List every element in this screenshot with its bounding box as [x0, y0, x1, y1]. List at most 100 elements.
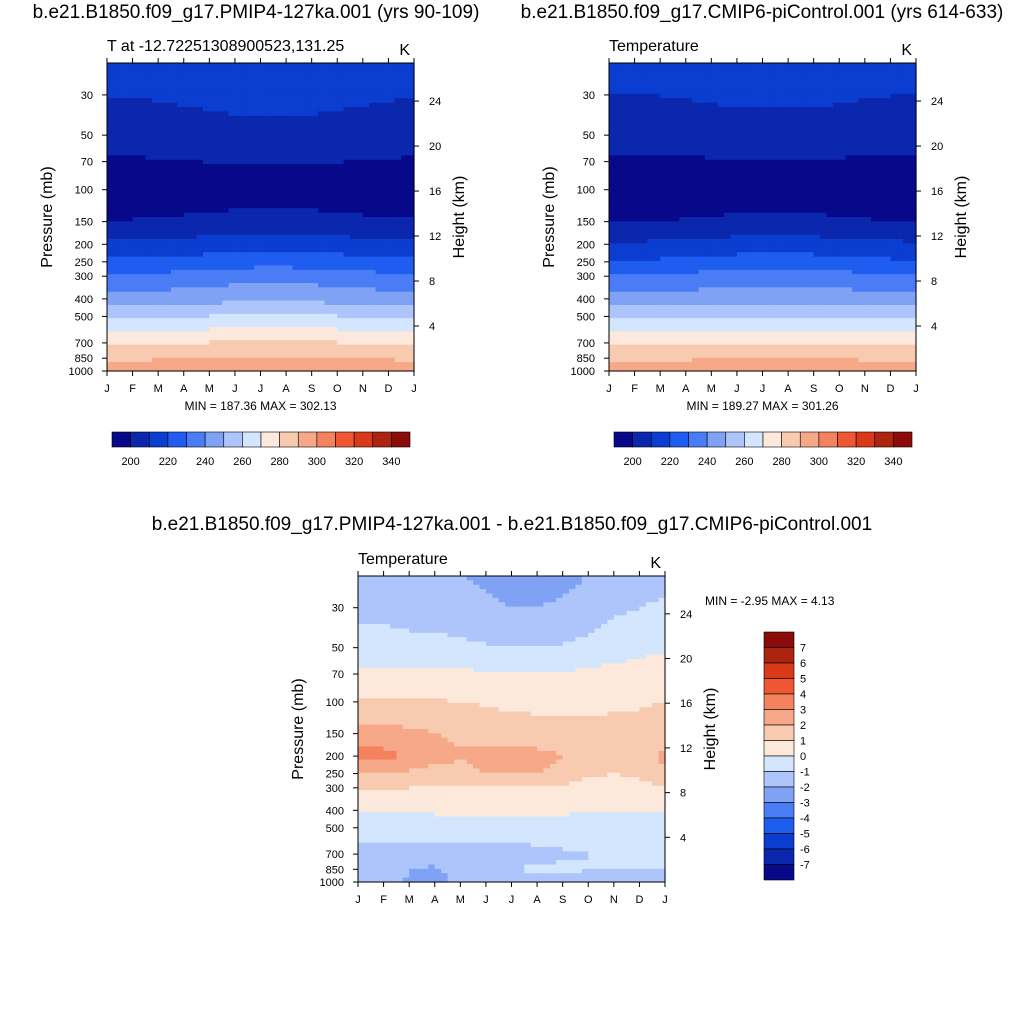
- contour-cell: [640, 177, 648, 183]
- contour-cell: [164, 261, 172, 266]
- contour-cell: [864, 107, 872, 112]
- contour-cell: [196, 177, 204, 183]
- contour-cell: [852, 190, 860, 196]
- contour-cell: [903, 190, 911, 196]
- contour-cell: [839, 120, 847, 126]
- contour-cell: [311, 357, 319, 363]
- contour-cell: [318, 111, 326, 117]
- contour-cell: [324, 190, 332, 196]
- contour-cell: [311, 221, 319, 227]
- contour-cell: [170, 102, 178, 108]
- contour-cell: [382, 173, 390, 178]
- contour-cell: [768, 142, 776, 148]
- contour-cell: [202, 243, 210, 249]
- contour-cell: [660, 80, 668, 86]
- contour-cell: [279, 217, 287, 222]
- contour-cell: [254, 190, 262, 196]
- contour-cell: [170, 230, 178, 236]
- contour-cell: [228, 300, 236, 306]
- contour-cell: [724, 93, 732, 99]
- contour-cell: [132, 357, 140, 363]
- colorbar-label: 240: [196, 456, 214, 468]
- contour-cell: [350, 313, 358, 319]
- contour-cell: [807, 168, 815, 174]
- contour-cell: [151, 313, 159, 319]
- contour-cell: [177, 357, 185, 363]
- contour-cell: [190, 199, 198, 205]
- contour-cell: [407, 133, 415, 139]
- contour-cell: [685, 142, 693, 148]
- contour-cell: [375, 274, 383, 280]
- contour-cell: [273, 313, 281, 319]
- contour-cell: [896, 120, 904, 126]
- contour-cell: [896, 63, 904, 68]
- contour-cell: [119, 305, 127, 310]
- contour-cell: [202, 247, 210, 253]
- contour-cell: [202, 256, 210, 262]
- contour-cell: [871, 85, 879, 90]
- contour-cell: [228, 296, 236, 302]
- contour-cell: [298, 159, 306, 165]
- contour-cell: [382, 80, 390, 86]
- contour-cell: [234, 349, 242, 354]
- contour-cell: [794, 168, 802, 174]
- contour-cell: [254, 133, 262, 139]
- contour-cell: [158, 366, 166, 372]
- contour-cell: [190, 168, 198, 174]
- contour-cell: [241, 186, 249, 192]
- contour-cell: [279, 357, 287, 363]
- contour-cell: [183, 247, 191, 253]
- contour-cell: [138, 120, 146, 126]
- contour-cell: [679, 129, 687, 134]
- contour-cell: [362, 177, 370, 183]
- contour-cell: [781, 155, 789, 161]
- contour-cell: [820, 186, 828, 192]
- contour-cell: [305, 146, 313, 152]
- contour-cell: [800, 142, 808, 148]
- contour-cell: [394, 181, 402, 187]
- contour-cell: [845, 63, 853, 68]
- contour-cell: [337, 305, 345, 310]
- colorbar-label: 300: [308, 456, 326, 468]
- contour-cell: [781, 111, 789, 117]
- contour-cell: [864, 63, 872, 68]
- contour-cell: [241, 159, 249, 165]
- contour-cell: [826, 129, 834, 134]
- contour-cell: [375, 203, 383, 209]
- contour-cell: [241, 225, 249, 231]
- contour-cell: [730, 63, 738, 68]
- contour-cell: [298, 186, 306, 192]
- contour-cell: [640, 133, 648, 139]
- contour-cell: [615, 168, 623, 174]
- contour-cell: [119, 107, 127, 112]
- contour-cell: [138, 234, 146, 240]
- contour-cell: [247, 195, 255, 200]
- contour-cell: [388, 265, 396, 271]
- contour-cell: [324, 67, 332, 73]
- contour-cell: [119, 89, 127, 95]
- contour-cell: [324, 120, 332, 126]
- contour-cell: [228, 146, 236, 152]
- contour-cell: [407, 313, 415, 319]
- contour-cell: [273, 164, 281, 170]
- contour-cell: [800, 168, 808, 174]
- contour-cell: [228, 340, 236, 346]
- contour-cell: [909, 133, 917, 139]
- contour-cell: [401, 186, 409, 192]
- contour-cell: [324, 137, 332, 143]
- contour-cell: [126, 291, 134, 297]
- contour-cell: [621, 102, 629, 108]
- contour-cell: [743, 89, 751, 95]
- contour-cell: [324, 221, 332, 227]
- contour-cell: [685, 98, 693, 104]
- contour-cell: [807, 199, 815, 205]
- contour-cell: [890, 129, 898, 134]
- contour-cell: [375, 291, 383, 297]
- contour-cell: [202, 274, 210, 280]
- contour-cell: [903, 85, 911, 90]
- contour-cell: [126, 278, 134, 284]
- contour-cell: [183, 265, 191, 271]
- contour-cell: [170, 252, 178, 258]
- contour-cell: [107, 190, 114, 196]
